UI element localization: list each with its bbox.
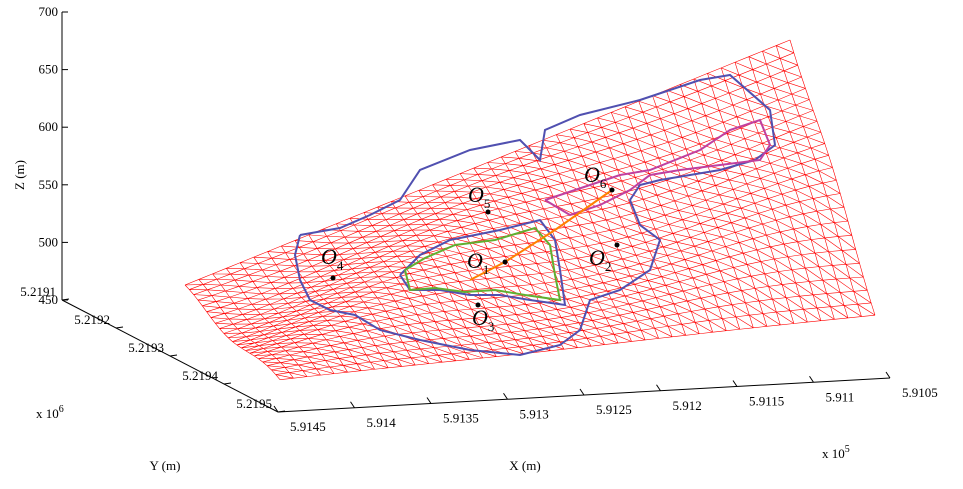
z-tick-label: 450 <box>39 292 59 307</box>
y-axis-label: Y (m) <box>150 458 181 473</box>
y-tick-label: 5.2193 <box>128 340 164 355</box>
y-tick-label: 5.2191 <box>20 284 56 299</box>
label-base: O <box>321 244 337 269</box>
x-tick <box>350 401 355 409</box>
point <box>609 187 615 193</box>
x-tick-label: 5.912 <box>673 398 702 413</box>
point <box>330 275 336 281</box>
multiplier-base: x 10 <box>822 446 845 461</box>
label-base: O <box>468 182 484 207</box>
y-tick <box>223 382 232 385</box>
inner-boundary-2 <box>404 226 562 302</box>
z-tick-label: 700 <box>39 4 59 19</box>
point <box>485 209 491 215</box>
x-axis-label: X (m) <box>509 458 540 473</box>
point-label: O3 <box>472 305 494 334</box>
label-sub: 1 <box>483 262 490 277</box>
multiplier-power: 5 <box>845 444 850 455</box>
point-label: O6 <box>584 162 607 191</box>
x-multiplier: x 105 <box>822 444 850 461</box>
z-tick-label: 500 <box>39 234 59 249</box>
label-sub: 2 <box>605 259 612 274</box>
x-tick-label: 5.9145 <box>290 419 326 434</box>
x-tick <box>426 397 432 404</box>
boundary-curves <box>293 73 777 357</box>
point-label: O4 <box>321 244 344 273</box>
x-tick <box>579 388 585 396</box>
label-sub: 6 <box>600 176 607 191</box>
x-tick <box>273 405 279 413</box>
x-tick-label: 5.911 <box>826 389 855 404</box>
point-label: O1 <box>467 248 489 277</box>
label-base: O <box>584 162 600 187</box>
x-tick <box>503 392 508 400</box>
x-tick <box>732 380 738 387</box>
y-tick <box>169 354 178 357</box>
point <box>614 242 620 248</box>
point <box>475 302 481 308</box>
label-base: O <box>467 248 483 273</box>
label-base: O <box>589 245 605 270</box>
z-tick-label: 600 <box>39 119 59 134</box>
label-sub: 4 <box>337 258 344 273</box>
x-tick <box>656 384 661 392</box>
x-tick-label: 5.913 <box>520 406 549 421</box>
axes <box>61 11 891 413</box>
region-6 <box>544 118 772 217</box>
label-sub: 3 <box>488 319 495 334</box>
y-tick <box>61 298 70 301</box>
y-tick-label: 5.2194 <box>182 368 218 383</box>
point <box>502 259 508 265</box>
outer-boundary <box>293 73 777 357</box>
inner-boundary-1 <box>399 218 567 307</box>
surface-mesh <box>184 39 876 380</box>
y-multiplier: x 106 <box>36 404 64 421</box>
point-label: O5 <box>468 182 490 211</box>
y-tick <box>277 410 286 413</box>
mesh-lines <box>184 39 876 380</box>
z-axis-label: Z (m) <box>12 160 27 190</box>
x-tick-label: 5.9135 <box>443 411 479 426</box>
x-tick-label: 5.9115 <box>749 394 784 409</box>
y-tick <box>115 326 124 329</box>
z-tick-label: 650 <box>39 62 59 77</box>
label-sub: 5 <box>484 196 491 211</box>
x-tick-label: 5.914 <box>367 415 397 430</box>
multiplier-base: x 10 <box>36 406 59 421</box>
x-tick-label: 5.9105 <box>902 385 938 400</box>
multiplier-power: 6 <box>59 404 64 415</box>
point-label: O2 <box>589 245 611 274</box>
y-tick-label: 5.2192 <box>74 312 110 327</box>
x-tick-label: 5.9125 <box>596 402 632 417</box>
y-tick-label: 5.2195 <box>236 396 272 411</box>
link-line <box>469 189 613 281</box>
label-base: O <box>472 305 488 330</box>
x-tick <box>809 375 814 383</box>
x-tick <box>885 371 891 379</box>
z-tick-label: 550 <box>39 177 59 192</box>
